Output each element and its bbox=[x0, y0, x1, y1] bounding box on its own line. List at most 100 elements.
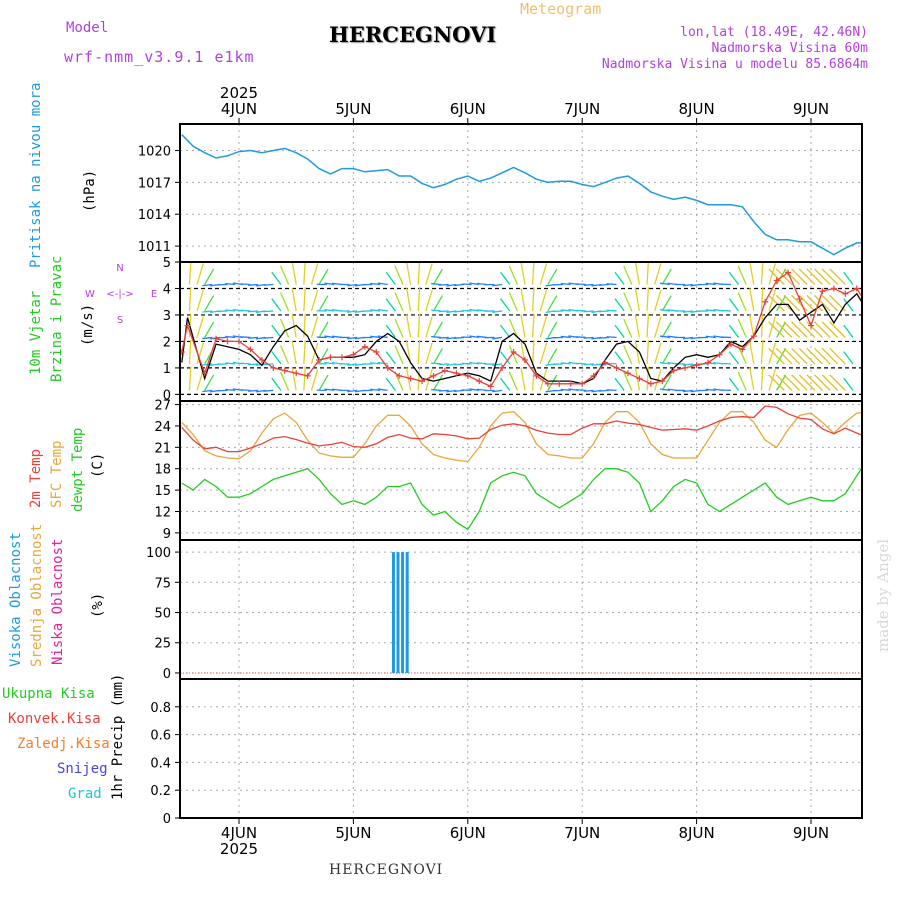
y-tick-label: 0 bbox=[163, 388, 171, 403]
wind-arrow bbox=[248, 336, 259, 339]
wind-arrow bbox=[377, 361, 388, 365]
wind-arrow bbox=[291, 262, 297, 285]
wind-arrow bbox=[713, 282, 724, 286]
wind-arrow bbox=[806, 347, 823, 365]
wind-gust-marker bbox=[613, 364, 620, 371]
wind-arrow bbox=[520, 367, 526, 391]
y-tick-label: 2 bbox=[163, 335, 171, 350]
wind-arrow bbox=[446, 283, 457, 287]
wind-arrow bbox=[291, 314, 297, 338]
wind-arrow bbox=[324, 308, 335, 312]
wind-arrow bbox=[425, 369, 433, 391]
wind-arrow bbox=[453, 389, 465, 392]
wind-arrow bbox=[539, 263, 548, 285]
wind-arrow bbox=[394, 292, 404, 312]
wind-arrow bbox=[606, 336, 617, 339]
wind-arrow bbox=[667, 309, 678, 312]
wind-arrow bbox=[255, 336, 266, 340]
wind-arrow bbox=[476, 362, 487, 365]
wind-arrow bbox=[531, 366, 535, 391]
wind-arrow bbox=[188, 287, 192, 311]
wind-arrow bbox=[568, 308, 579, 312]
wind-arrow bbox=[654, 316, 662, 338]
wind-arrow bbox=[417, 313, 421, 338]
y-tick-label: 1011 bbox=[138, 240, 171, 255]
wind-arrow bbox=[310, 289, 319, 312]
high-cloud-bar bbox=[405, 552, 409, 673]
wind-arrow bbox=[623, 345, 633, 365]
wind-arrow bbox=[232, 388, 243, 392]
wind-arrow bbox=[271, 377, 282, 391]
wind-arrow bbox=[614, 298, 625, 312]
wind-arrow bbox=[303, 313, 306, 338]
wind-arrow bbox=[634, 314, 641, 338]
y-tick-label: 75 bbox=[154, 576, 171, 591]
wind-arrow bbox=[432, 268, 443, 285]
year-label-bottom: 2025 bbox=[220, 840, 258, 858]
wind-arrow bbox=[240, 336, 251, 339]
day-label-top: 7JUN bbox=[564, 100, 600, 118]
wind-arrow bbox=[324, 282, 335, 286]
wind-arrow bbox=[575, 309, 587, 312]
y-tick-label: 100 bbox=[146, 546, 171, 561]
wind-arrow bbox=[209, 389, 221, 393]
wind-gust-marker bbox=[350, 351, 357, 358]
wind-arrow bbox=[682, 310, 693, 313]
wind-arrow bbox=[728, 298, 740, 312]
wind-gust-marker bbox=[453, 370, 460, 377]
day-label-bottom: 9JUN bbox=[793, 824, 829, 842]
wind-gust-marker bbox=[247, 346, 254, 353]
wind-gust-marker bbox=[236, 338, 242, 345]
data-layer bbox=[178, 134, 862, 819]
day-label-bottom: 8JUN bbox=[679, 824, 715, 842]
panel-frame bbox=[179, 678, 863, 819]
wind-arrow bbox=[431, 335, 442, 339]
wind-arrow bbox=[417, 339, 421, 364]
wind-gust-marker bbox=[819, 288, 826, 295]
wind-arrow bbox=[560, 335, 571, 339]
wind-arrow bbox=[547, 348, 558, 365]
day-label-bottom: 5JUN bbox=[335, 824, 371, 842]
wind-arrow bbox=[798, 374, 816, 391]
wind-arrow bbox=[843, 298, 854, 312]
wind-arrow bbox=[775, 347, 793, 365]
cloud-label-mid: Srednja Oblacnost bbox=[29, 523, 45, 667]
wind-arrow bbox=[417, 262, 421, 285]
pressure-label: Pritisak na nivou mora bbox=[28, 82, 44, 268]
model-name: wrf-nmm_v3.9.1 e1km bbox=[64, 48, 255, 66]
wind-arrow bbox=[768, 369, 776, 391]
wind-arrow bbox=[539, 316, 548, 338]
wind-arrow bbox=[331, 362, 343, 365]
wind-arrow bbox=[438, 363, 449, 366]
wind-arrow bbox=[263, 336, 274, 339]
wind-arrow bbox=[385, 377, 396, 391]
wind-arrow bbox=[776, 295, 787, 312]
wind-arrow bbox=[204, 295, 215, 312]
wind-arrow bbox=[634, 367, 641, 391]
y-tick-label: 3 bbox=[163, 309, 171, 324]
wind-arrow bbox=[775, 294, 793, 312]
wind-arrow bbox=[417, 287, 421, 311]
wind-arrow bbox=[591, 283, 602, 287]
wind-arrow bbox=[271, 271, 282, 285]
wind-arrow bbox=[255, 363, 266, 367]
wind-gust-marker bbox=[499, 364, 506, 371]
wind-arrow bbox=[508, 292, 518, 312]
y-tick-label: 1017 bbox=[138, 176, 171, 191]
wind-arrow bbox=[661, 295, 672, 312]
wind-arrow bbox=[202, 310, 213, 313]
wind-arrow bbox=[431, 388, 442, 392]
wind-arrow bbox=[291, 367, 297, 391]
credit-label: made by Angel bbox=[874, 538, 892, 652]
wind-arrow bbox=[806, 268, 823, 285]
wind-arrow bbox=[394, 345, 404, 365]
cloud-unit: (%) bbox=[90, 592, 106, 618]
wind-arrow bbox=[598, 283, 609, 286]
precip-label-total: Ukupna Kisa bbox=[2, 686, 95, 702]
wind-arrow bbox=[821, 374, 839, 391]
wind-arrow bbox=[749, 340, 755, 365]
wind-gust-marker bbox=[624, 370, 631, 377]
wind-arrow bbox=[453, 310, 465, 313]
wind-arrow bbox=[659, 361, 670, 365]
